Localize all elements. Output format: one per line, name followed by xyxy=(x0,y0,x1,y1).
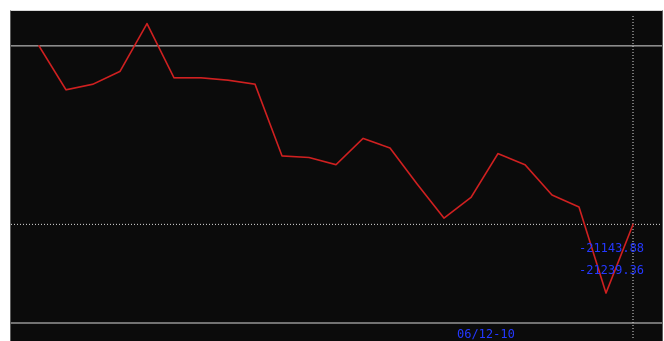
chart-frame xyxy=(10,10,663,341)
cursor-value-label: -21143.88 xyxy=(579,241,644,255)
second-value-label: -21239.36 xyxy=(579,263,644,277)
series-line xyxy=(38,22,634,294)
cursor-date-label: 06/12-10 xyxy=(457,327,515,341)
